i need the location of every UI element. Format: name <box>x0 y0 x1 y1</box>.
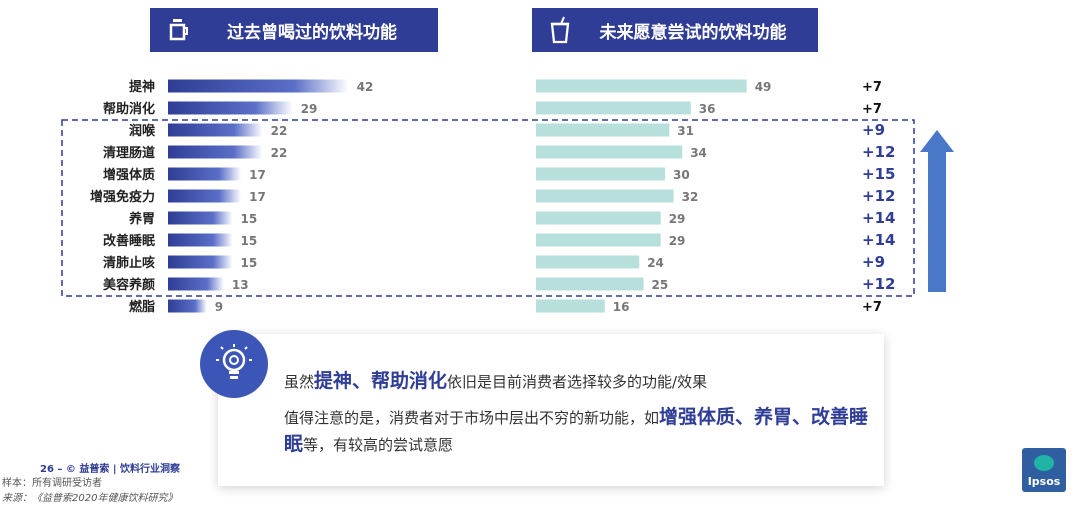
lightbulb-icon <box>200 330 268 398</box>
category-label: 增强免疫力 <box>90 189 155 205</box>
difference-label: +14 <box>862 231 895 249</box>
category-label: 润喉 <box>129 123 156 139</box>
category-label: 增强体质 <box>103 167 155 183</box>
value-label-future: 30 <box>673 168 690 182</box>
header-future-functions: 未来愿意尝试的饮料功能 <box>532 8 818 52</box>
header-left-title: 过去曾喝过的饮料功能 <box>227 22 397 43</box>
bar-future <box>536 123 670 137</box>
up-arrow-icon <box>920 130 954 292</box>
bar-past <box>168 101 293 115</box>
difference-label: +15 <box>862 165 895 183</box>
bar-past <box>168 189 242 203</box>
value-label-past: 17 <box>249 168 266 182</box>
value-label-past: 15 <box>241 234 258 248</box>
value-label-past: 15 <box>241 212 258 226</box>
category-label: 帮助消化 <box>103 101 155 117</box>
difference-label: +9 <box>862 253 885 271</box>
insight-callout <box>218 334 884 486</box>
logo-text: Ipsos <box>1027 475 1061 488</box>
callout-line-1: 虽然提神、帮助消化依旧是目前消费者选择较多的功能/效果 <box>284 366 707 393</box>
difference-label: +7 <box>862 80 882 95</box>
highlight-dashed-box <box>61 119 915 297</box>
bar-future <box>536 277 644 291</box>
bar-future <box>536 145 683 159</box>
bar-future <box>536 299 605 313</box>
callout-line2-highlight: 增强体质、养胃、改善睡眠 <box>284 406 869 455</box>
bar-past <box>168 123 263 137</box>
header-past-functions: 过去曾喝过的饮料功能 <box>150 8 438 52</box>
bar-future <box>536 167 665 181</box>
difference-label: +7 <box>862 102 882 117</box>
bar-future <box>536 233 661 247</box>
bar-past <box>168 277 224 291</box>
value-label-future: 36 <box>699 102 716 116</box>
bar-past <box>168 211 233 225</box>
value-label-past: 29 <box>301 102 318 116</box>
bar-future <box>536 79 747 93</box>
category-label: 提神 <box>129 79 155 95</box>
bar-future <box>536 189 674 203</box>
callout-line2-suffix: 等，有较高的尝试意愿 <box>303 436 454 454</box>
sample-note: 样本：所有调研受访者 <box>2 478 102 489</box>
callout-line2-prefix: 值得注意的是，消费者对于市场中层出不穷的新功能，如 <box>284 409 660 427</box>
value-label-past: 22 <box>271 146 288 160</box>
bar-future <box>536 255 640 269</box>
cup-icon <box>158 10 198 50</box>
difference-label: +9 <box>862 121 885 139</box>
category-label: 养胃 <box>128 211 155 227</box>
difference-label: +12 <box>862 187 895 205</box>
bar-past <box>168 233 233 247</box>
page-footer: 26 – © 益普索 | 饮料行业洞察 <box>40 464 180 475</box>
bar-past <box>168 255 233 269</box>
callout-line1-prefix: 虽然 <box>284 373 315 391</box>
value-label-future: 16 <box>613 300 630 314</box>
category-label: 燃脂 <box>129 299 155 315</box>
drink-cup-icon <box>540 10 580 50</box>
value-label-future: 31 <box>677 124 694 138</box>
difference-label: +12 <box>862 143 895 161</box>
value-label-future: 25 <box>652 278 669 292</box>
value-label-future: 34 <box>690 146 707 160</box>
value-label-past: 17 <box>249 190 266 204</box>
bar-past <box>168 167 242 181</box>
bar-past <box>168 299 207 313</box>
value-label-future: 29 <box>669 212 686 226</box>
logo-mark <box>1034 455 1054 471</box>
value-label-future: 24 <box>647 256 664 270</box>
bar-future <box>536 211 661 225</box>
category-label: 美容养颜 <box>103 277 155 293</box>
value-label-future: 32 <box>682 190 699 204</box>
difference-label: +7 <box>862 300 882 315</box>
header-right-title: 未来愿意尝试的饮料功能 <box>599 22 787 43</box>
value-label-future: 29 <box>669 234 686 248</box>
value-label-past: 22 <box>271 124 288 138</box>
value-label-future: 49 <box>755 80 772 94</box>
bar-past <box>168 145 263 159</box>
value-label-past: 9 <box>215 300 223 314</box>
category-label: 清肺止咳 <box>103 255 155 271</box>
callout-line1-suffix: 依旧是目前消费者选择较多的功能/效果 <box>447 373 708 391</box>
value-label-past: 42 <box>357 80 374 94</box>
bar-past <box>168 79 349 93</box>
callout-line1-highlight: 提神、帮助消化 <box>314 370 448 392</box>
bar-future <box>536 101 691 115</box>
callout-line-2: 值得注意的是，消费者对于市场中层出不穷的新功能，如增强体质、养胃、改善睡眠等，有… <box>284 404 876 458</box>
ipsos-logo: Ipsos <box>1022 448 1066 492</box>
value-label-past: 13 <box>232 278 249 292</box>
source-note: 来源：《益普索2020年健康饮料研究》 <box>2 493 178 504</box>
difference-label: +12 <box>862 275 895 293</box>
category-label: 改善睡眠 <box>103 233 155 249</box>
difference-label: +14 <box>862 209 895 227</box>
value-label-past: 15 <box>241 256 258 270</box>
category-label: 清理肠道 <box>103 145 155 161</box>
